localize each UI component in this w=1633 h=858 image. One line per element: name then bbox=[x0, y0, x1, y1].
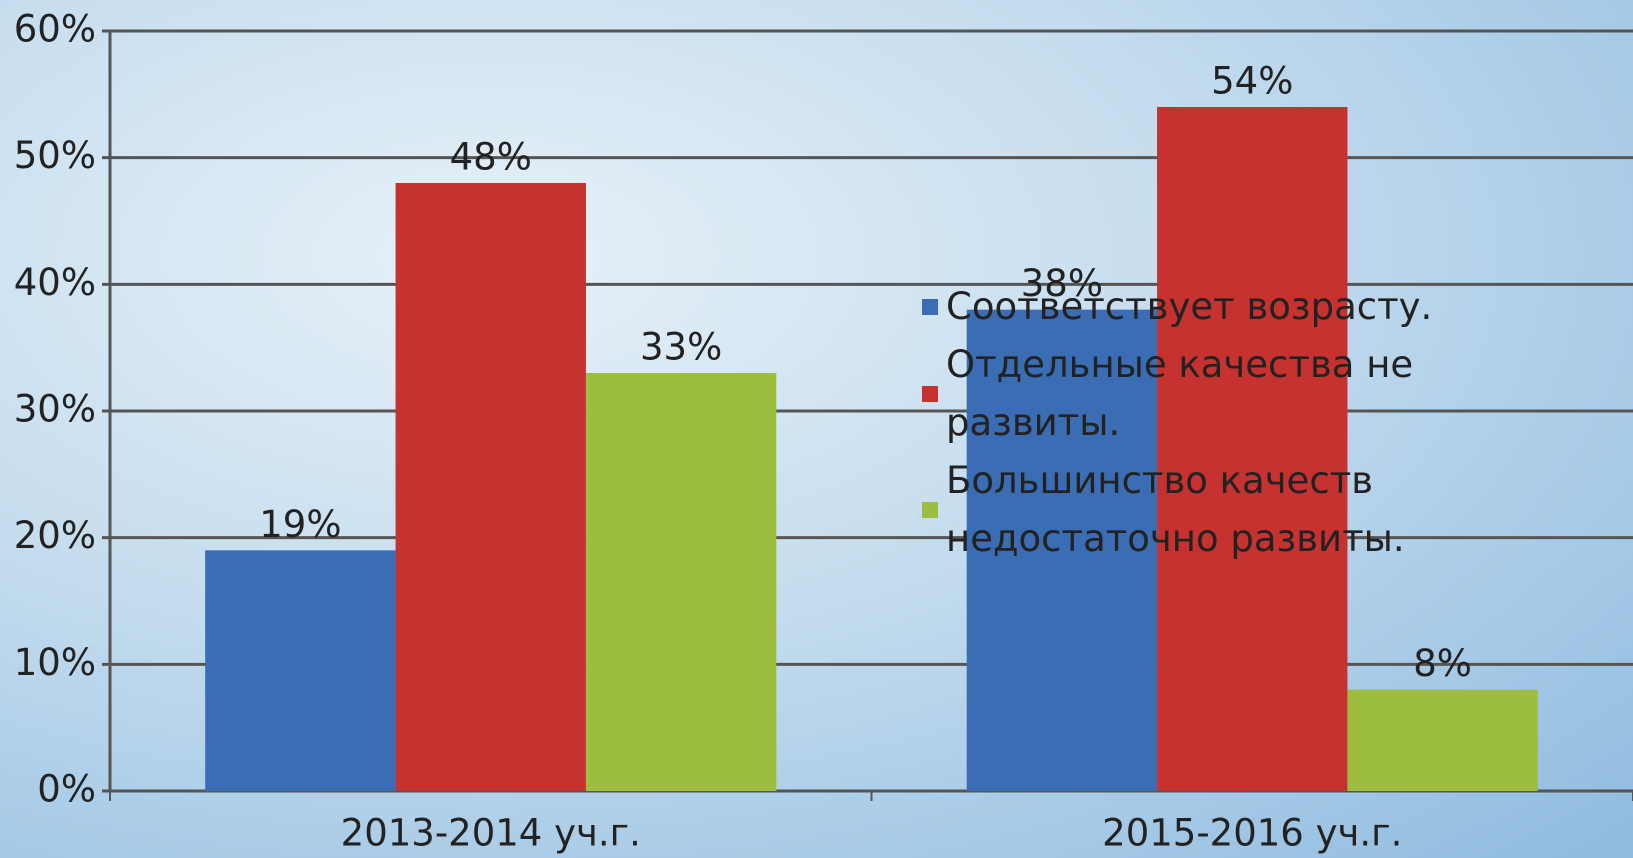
legend-label: Отдельные качества не развиты. bbox=[946, 336, 1442, 452]
y-tick-label: 10% bbox=[14, 641, 96, 684]
bar bbox=[1347, 690, 1537, 791]
y-tick-label: 50% bbox=[14, 134, 96, 177]
legend-swatch bbox=[922, 502, 938, 518]
chart-area: 0%10%20%30%40%50%60%19%38%48%54%33%8%201… bbox=[0, 0, 1633, 858]
legend-swatch bbox=[922, 299, 938, 315]
legend-item: Соответствует возрасту. bbox=[922, 278, 1442, 336]
legend-swatch bbox=[922, 386, 938, 402]
x-tick-label: 2013-2014 уч.г. bbox=[341, 812, 641, 855]
legend-label: Соответствует возрасту. bbox=[946, 278, 1432, 336]
data-label: 54% bbox=[1211, 60, 1293, 103]
bar bbox=[586, 373, 776, 791]
legend-item: Отдельные качества не развиты. bbox=[922, 336, 1442, 452]
y-tick-label: 20% bbox=[14, 514, 96, 557]
bar bbox=[205, 550, 395, 791]
legend: Соответствует возрасту.Отдельные качеств… bbox=[922, 278, 1442, 568]
legend-item: Большинство качеств недостаточно развиты… bbox=[922, 452, 1442, 568]
y-tick-label: 60% bbox=[14, 8, 96, 51]
y-tick-label: 40% bbox=[14, 261, 96, 304]
x-tick-label: 2015-2016 уч.г. bbox=[1102, 812, 1402, 855]
legend-label: Большинство качеств недостаточно развиты… bbox=[946, 452, 1442, 568]
data-label: 8% bbox=[1413, 642, 1472, 685]
data-label: 33% bbox=[640, 326, 722, 369]
y-tick-label: 30% bbox=[14, 388, 96, 431]
data-label: 19% bbox=[259, 503, 341, 546]
data-label: 48% bbox=[450, 136, 532, 179]
bar bbox=[396, 183, 586, 791]
y-tick-label: 0% bbox=[37, 768, 96, 811]
